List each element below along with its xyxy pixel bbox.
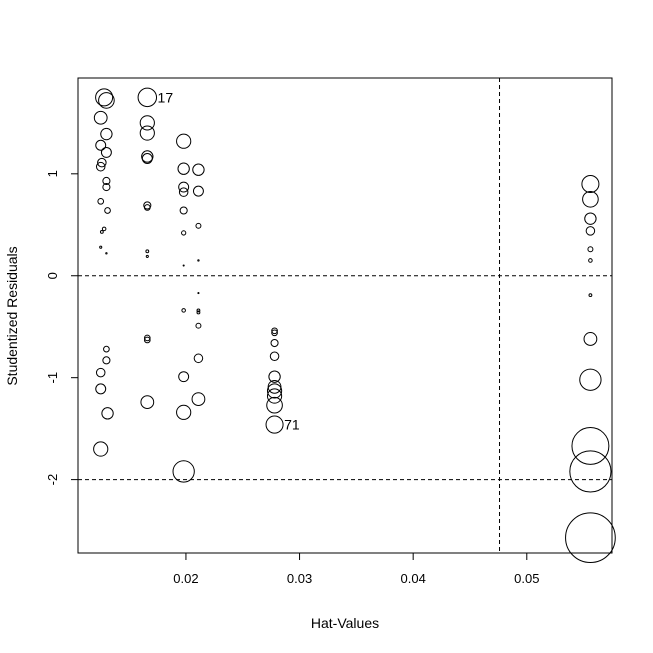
data-point [582, 190, 599, 208]
data-point [581, 174, 600, 194]
data-point [569, 450, 612, 493]
data-point [196, 308, 201, 313]
x-tick-label: 0.03 [287, 571, 312, 586]
data-point [102, 356, 111, 365]
data-point [193, 353, 204, 364]
y-tick-label: -1 [45, 372, 60, 384]
y-tick-label: -2 [45, 474, 60, 486]
data-point [143, 201, 152, 210]
data-point [99, 245, 103, 249]
data-point [266, 383, 283, 399]
data-point [143, 334, 151, 342]
y-tick-label: 1 [45, 170, 60, 177]
data-point [95, 367, 106, 378]
data-point [145, 254, 149, 258]
x-axis-title: Hat-Values [311, 615, 379, 631]
data-point [178, 181, 190, 193]
data-point [266, 396, 283, 414]
data-point [269, 351, 280, 362]
data-point [270, 338, 279, 348]
data-point [137, 87, 158, 108]
data-point [195, 322, 202, 329]
data-point [143, 336, 151, 344]
data-point [95, 139, 107, 151]
data-point [265, 415, 284, 434]
data-point [266, 388, 283, 404]
data-point [271, 327, 278, 335]
data-point [104, 207, 111, 214]
reference-lines [78, 78, 612, 553]
data-point [176, 404, 192, 420]
data-point [191, 392, 206, 406]
data-point [105, 252, 108, 255]
x-axis: 0.02 0.03 0.04 0.05 [173, 552, 539, 586]
data-point [141, 150, 154, 163]
data-point [98, 92, 115, 109]
data-point [101, 407, 114, 420]
data-point [176, 133, 192, 149]
data-point [583, 332, 598, 346]
data-point [179, 206, 188, 215]
data-point [101, 226, 107, 232]
data-point [139, 125, 155, 141]
data-point [182, 264, 185, 267]
data-point [177, 162, 190, 175]
data-point [172, 460, 195, 483]
data-point [97, 157, 107, 168]
data-point [95, 161, 106, 172]
data-point [565, 512, 616, 564]
data-point [99, 229, 104, 234]
data-point [584, 212, 597, 225]
x-tick-label: 0.04 [401, 571, 426, 586]
data-point [579, 368, 602, 391]
data-point [140, 395, 155, 410]
data-point [197, 259, 200, 262]
data-point [178, 187, 189, 197]
data-point [178, 371, 190, 383]
data-point [588, 258, 593, 263]
data-point [197, 292, 200, 295]
data-point [271, 329, 278, 337]
data-point [181, 308, 186, 313]
data-point [97, 197, 105, 205]
data-point [95, 383, 107, 395]
x-tick-label: 0.02 [173, 571, 198, 586]
data-point [268, 370, 281, 383]
data-point [102, 176, 111, 186]
data-points [93, 87, 616, 564]
data-point [102, 183, 111, 192]
data-point [195, 222, 202, 229]
data-point [103, 345, 110, 353]
point-label-71: 71 [284, 417, 300, 433]
data-point [196, 310, 201, 315]
data-point [100, 146, 112, 158]
data-point [192, 163, 205, 176]
x-tick-label: 0.05 [514, 571, 539, 586]
data-point [587, 246, 594, 253]
data-point [93, 441, 109, 457]
data-point [100, 127, 113, 141]
data-point [141, 153, 153, 164]
data-point [588, 293, 593, 298]
data-point [585, 226, 596, 236]
data-point [93, 110, 108, 125]
data-point [571, 427, 610, 465]
data-point [192, 185, 204, 197]
y-axis: -2 -1 0 1 [45, 170, 78, 485]
y-axis-title: Studentized Residuals [4, 246, 20, 385]
data-point [145, 249, 150, 254]
data-point [95, 88, 114, 107]
y-tick-label: 0 [45, 272, 60, 279]
data-point [139, 115, 155, 131]
data-point [143, 204, 151, 211]
point-label-17: 17 [158, 89, 174, 105]
data-point [181, 230, 187, 236]
